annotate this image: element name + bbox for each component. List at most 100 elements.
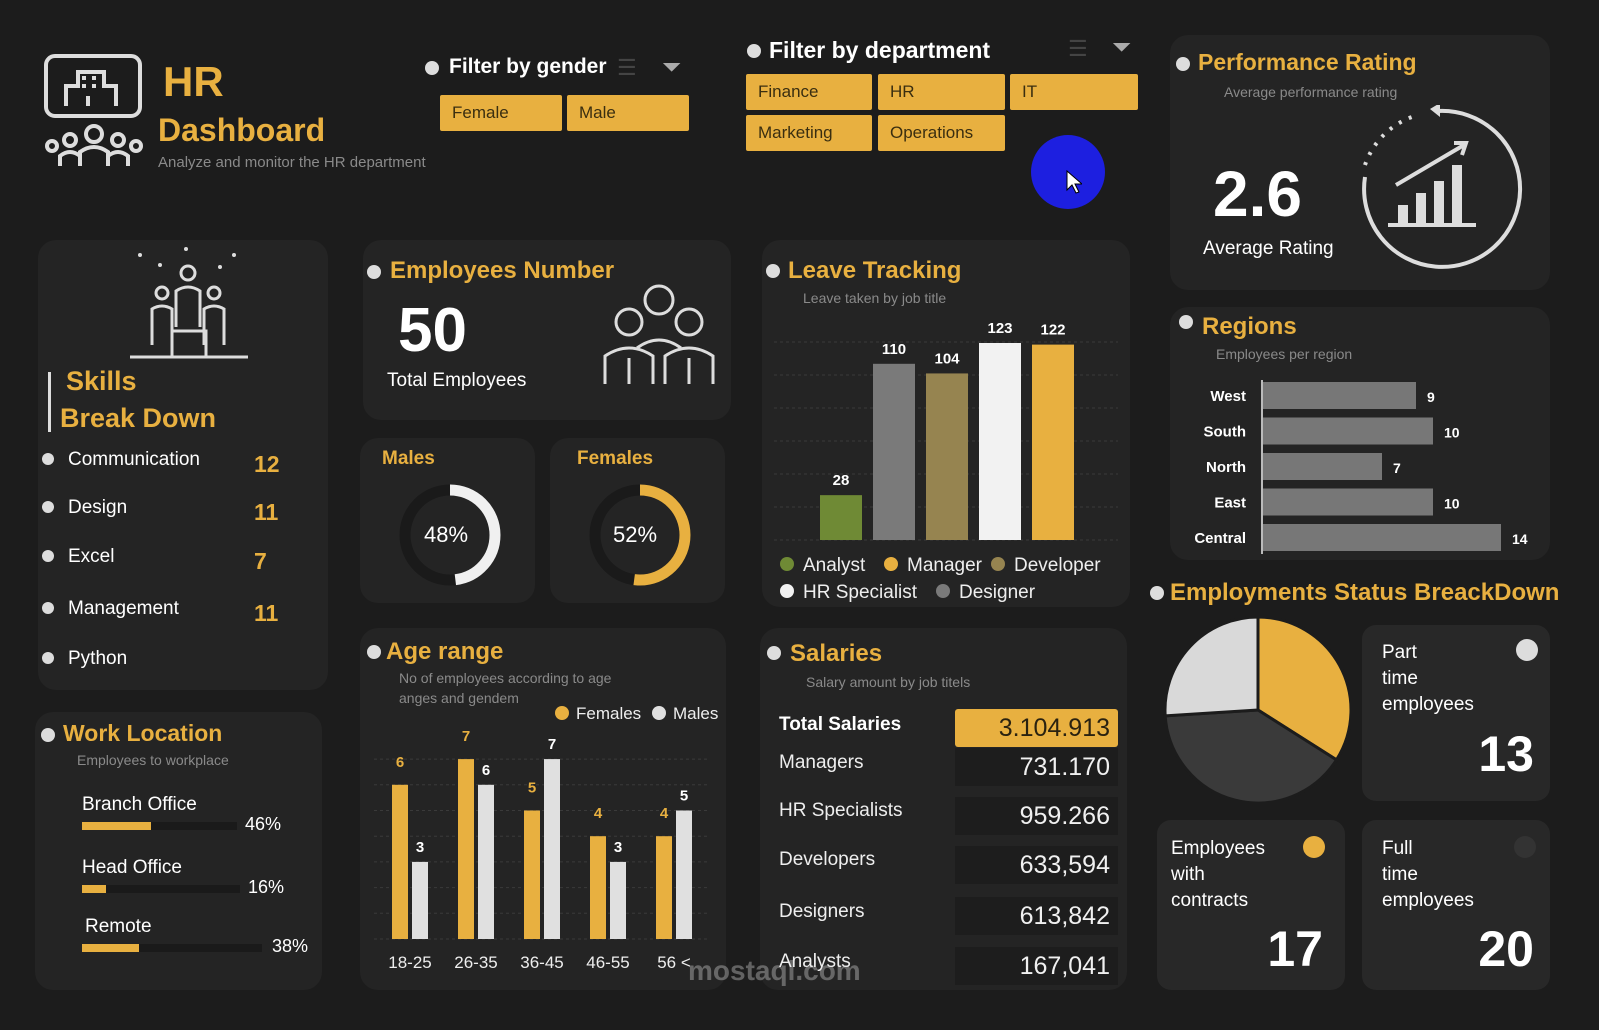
gender-option-female[interactable]: Female <box>440 95 562 131</box>
legend-marker <box>991 557 1005 571</box>
legend-label: Analyst <box>803 555 866 576</box>
title-hr: HR <box>163 58 224 105</box>
multi-select-icon[interactable]: ☰ <box>1068 36 1088 61</box>
legend-label: Manager <box>907 555 983 576</box>
age-value-label: 6 <box>396 754 404 771</box>
age-bar <box>412 861 428 939</box>
part-time-value: 13 <box>1478 726 1534 782</box>
performance-panel: Performance Rating Average performance r… <box>1170 35 1550 290</box>
age-value-label: 5 <box>680 788 688 805</box>
bullet-icon <box>767 646 781 660</box>
leave-bar <box>820 495 862 540</box>
age-subtitle-2: anges and gendem <box>399 690 519 706</box>
location-percent: 16% <box>248 877 285 897</box>
region-label: East <box>1214 495 1246 512</box>
title-dashboard: Dashboard <box>158 112 326 148</box>
leave-subtitle: Leave taken by job title <box>803 290 947 306</box>
region-bar <box>1263 488 1433 516</box>
contracts-card: Employees with contracts 17 <box>1157 820 1345 990</box>
age-category-label: 46-55 <box>586 953 629 972</box>
growth-chart-icon <box>1358 103 1528 280</box>
skill-label: Excel <box>68 546 115 567</box>
divider <box>48 372 51 432</box>
leave-value-label: 104 <box>934 350 960 367</box>
females-arc <box>589 484 691 586</box>
watermark: mostaql.com <box>688 955 861 986</box>
location-bar-fill <box>82 822 151 830</box>
bullet-icon <box>766 264 780 278</box>
team-podium-icon <box>130 245 250 365</box>
bullet-icon <box>425 61 439 75</box>
department-option-hr[interactable]: HR <box>878 74 1005 110</box>
region-value: 7 <box>1393 460 1401 476</box>
work-location-subtitle: Employees to workplace <box>77 752 229 768</box>
skill-value: 7 <box>254 548 267 574</box>
legend-label: Males <box>673 704 718 723</box>
total-salaries-value: 3.104.913 <box>955 709 1118 747</box>
department-option-finance[interactable]: Finance <box>746 74 872 110</box>
legend-label: Designer <box>959 582 1036 603</box>
salary-label: Developers <box>779 849 876 870</box>
regions-chart: West 9 South 10 North 7 East 10 Central 14 <box>1194 380 1528 554</box>
age-value-label: 6 <box>482 762 490 779</box>
department-option-marketing[interactable]: Marketing <box>746 115 872 151</box>
department-option-operations[interactable]: Operations <box>878 115 1005 151</box>
total-employees-label: Total Employees <box>387 370 527 391</box>
age-bar <box>524 810 540 939</box>
females-panel: Females 52% <box>550 438 725 603</box>
clear-filter-icon[interactable]: ⏷ <box>1112 34 1132 61</box>
salary-value: 167,041 <box>955 947 1118 985</box>
location-bar-fill <box>82 944 139 952</box>
bullet-icon <box>42 602 54 614</box>
department-option-it[interactable]: IT <box>1010 74 1138 110</box>
legend-dot-yellow <box>1303 836 1325 858</box>
leave-bar <box>926 373 968 540</box>
skills-title-2: Break Down <box>60 403 217 433</box>
leave-value-label: 110 <box>882 341 906 358</box>
hr-logo-icon <box>44 54 144 179</box>
label-line: employees <box>1382 890 1474 911</box>
age-subtitle-1: No of employees according to age <box>399 670 612 686</box>
age-category-label: 26-35 <box>454 953 497 972</box>
females-percent: 52% <box>613 522 658 547</box>
multi-select-icon[interactable]: ☰ <box>617 55 637 80</box>
average-rating-value: 2.6 <box>1213 158 1302 230</box>
full-time-card: Full time employees 20 <box>1362 820 1550 990</box>
leave-bar <box>1032 344 1074 540</box>
age-bar <box>590 836 606 939</box>
work-location-title: Work Location <box>63 720 223 746</box>
leave-title: Leave Tracking <box>788 257 962 284</box>
employment-pie <box>1163 615 1353 805</box>
clear-filter-icon[interactable]: ⏷ <box>662 54 682 81</box>
legend-marker <box>780 584 794 598</box>
label-line: time <box>1382 668 1418 689</box>
label-line: employees <box>1382 694 1474 715</box>
age-bar <box>676 810 692 939</box>
age-bar <box>610 861 626 939</box>
males-arc <box>399 484 501 586</box>
location-bar-track <box>82 944 262 952</box>
age-value-label: 4 <box>660 805 669 822</box>
department-filter-title: Filter by department <box>769 37 991 63</box>
contracts-label: Employees with contracts <box>1171 836 1265 914</box>
location-percent: 46% <box>245 814 282 834</box>
males-panel: Males 48% <box>360 438 535 603</box>
part-time-label: Part time employees <box>1382 640 1474 718</box>
bullet-icon <box>42 501 54 513</box>
work-location-panel: Work Location Employees to workplace Bra… <box>35 712 322 990</box>
gender-option-male[interactable]: Male <box>567 95 689 131</box>
region-value: 9 <box>1427 389 1435 405</box>
label-line: Part <box>1382 642 1417 663</box>
leave-chart: 28 110 104 123 122 Analyst Manager Developer HR … <box>774 320 1118 603</box>
region-value: 10 <box>1444 496 1460 512</box>
bullet-icon <box>747 44 761 58</box>
region-bar <box>1263 382 1416 409</box>
age-bar <box>478 784 494 939</box>
legend-marker <box>652 706 666 720</box>
males-label: Males <box>382 448 435 469</box>
location-percent: 38% <box>272 936 309 956</box>
region-label: Central <box>1194 530 1246 547</box>
females-label: Females <box>577 448 654 469</box>
bullet-icon <box>1179 315 1193 329</box>
